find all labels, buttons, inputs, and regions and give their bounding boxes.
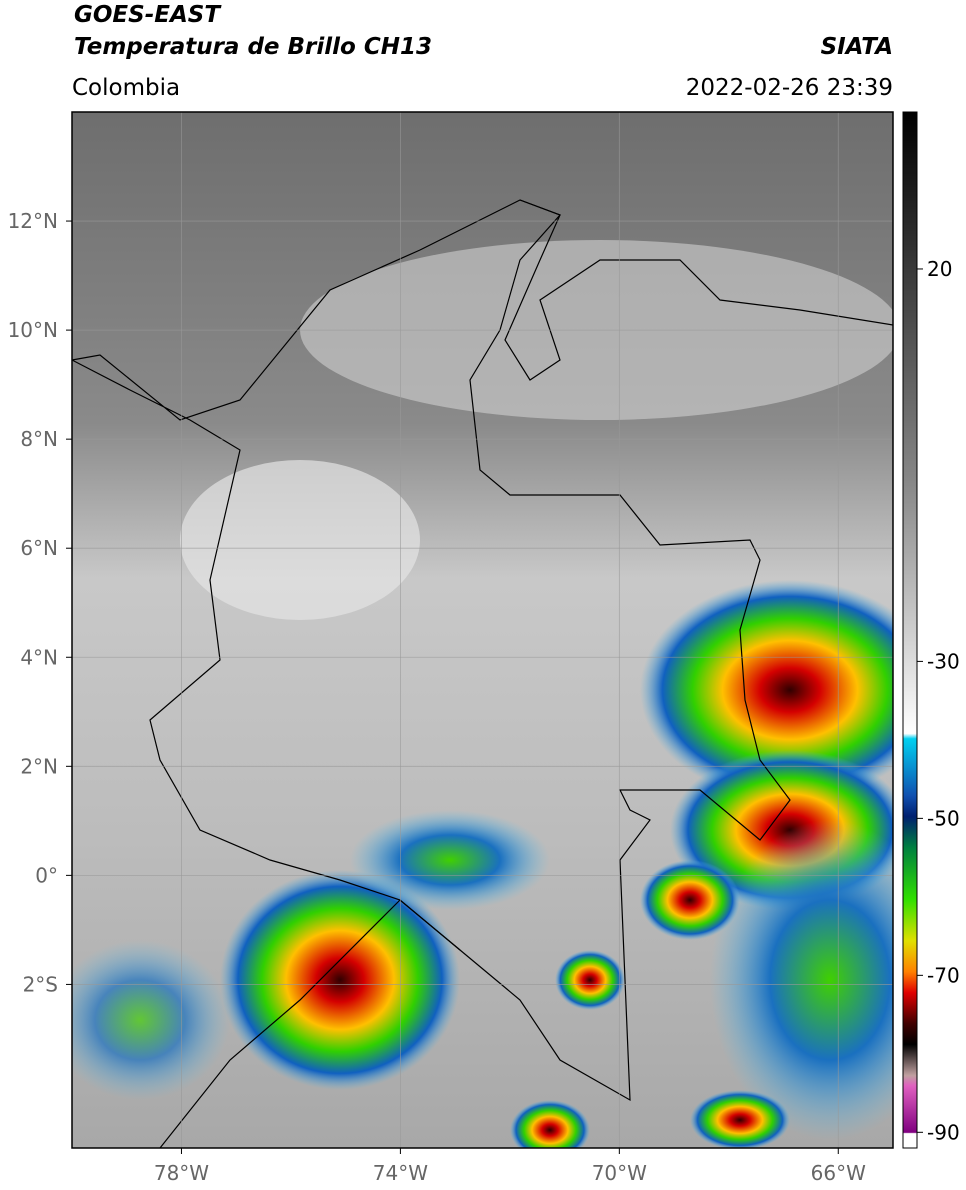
colorbar-tick-label: -90	[927, 1120, 960, 1144]
subtitle: Temperatura de Brillo CH13	[74, 34, 432, 60]
convection	[640, 860, 740, 940]
y-tick-label: 12°N	[8, 209, 58, 233]
map-frame	[71, 111, 894, 1149]
y-tick-label: 2°S	[23, 972, 58, 996]
colorbar-tick-label: 20	[927, 257, 952, 281]
colorbar	[902, 111, 918, 1149]
y-tick-label: 8°N	[20, 427, 58, 451]
convection	[350, 810, 550, 910]
x-tick-label: 78°W	[154, 1161, 209, 1185]
convection	[690, 1090, 790, 1148]
y-tick-label: 2°N	[20, 754, 58, 778]
title: GOES-EAST	[74, 2, 222, 28]
ticks: 78°W 74°W 70°W 66°W 12°N 10°N 8°N 6°N 4°N 2°N 0° 2°…	[8, 209, 960, 1185]
colorbar-tick-label: -70	[927, 963, 960, 987]
country-border	[159, 899, 461, 1148]
x-tick-label: 66°W	[811, 1161, 866, 1185]
cloud	[180, 460, 420, 620]
grid	[72, 112, 893, 1148]
source: SIATA	[821, 34, 893, 60]
satellite-image	[72, 112, 893, 1148]
convection	[640, 580, 893, 800]
y-tick-label: 4°N	[20, 645, 58, 669]
colorbar-tick-label: -50	[927, 806, 960, 830]
convection	[510, 1100, 590, 1148]
convection	[72, 940, 230, 1100]
datetime: 2022-02-26 23:39	[686, 75, 893, 101]
colorbar-tick-label: -30	[927, 649, 960, 673]
x-tick-label: 74°W	[373, 1161, 428, 1185]
x-tick-label: 70°W	[592, 1161, 647, 1185]
convection	[555, 950, 625, 1010]
y-tick-label: 10°N	[8, 318, 58, 342]
region: Colombia	[72, 75, 180, 101]
y-tick-label: 6°N	[20, 536, 58, 560]
convection	[710, 820, 893, 1140]
y-tick-label: 0°	[35, 863, 58, 887]
